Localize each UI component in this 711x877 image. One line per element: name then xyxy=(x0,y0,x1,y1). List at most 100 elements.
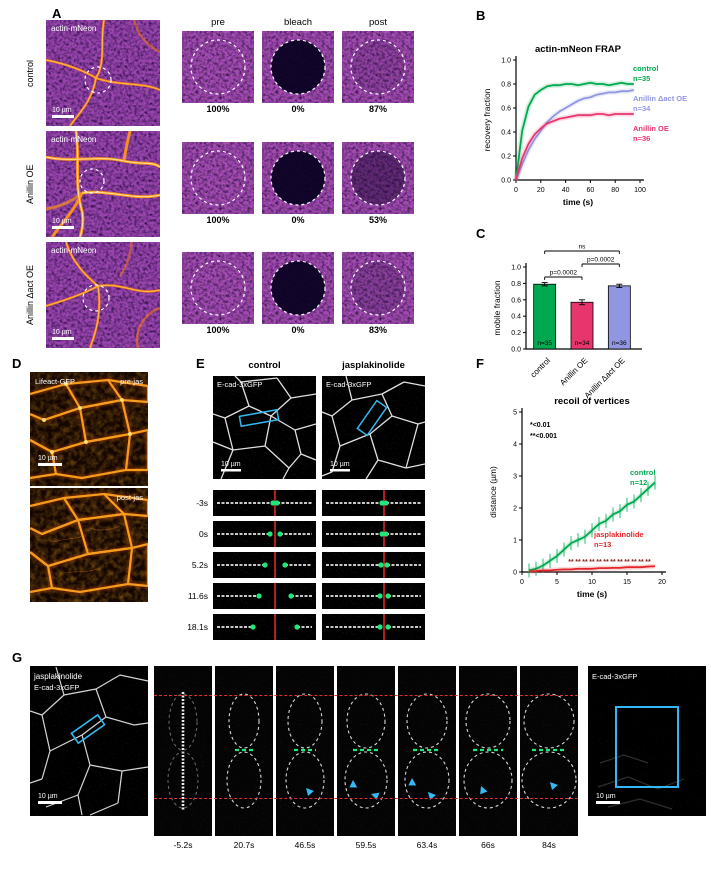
timelapse-frame-5 xyxy=(398,666,456,836)
bleach-roi-circle xyxy=(350,260,406,316)
chart-text: ** xyxy=(617,559,623,566)
frap-tile-pre-control xyxy=(182,31,254,103)
roi-box xyxy=(238,408,280,428)
chart-text: 1 xyxy=(513,538,517,545)
frame-time: 84s xyxy=(542,840,556,850)
timelapse-frame-image xyxy=(459,666,517,836)
chart-text: ** xyxy=(610,559,616,566)
frame-time: 66s xyxy=(481,840,495,850)
image-label: E-cad-3xGFP xyxy=(592,672,637,681)
vertex-marker xyxy=(383,500,389,506)
chart-text: 4 xyxy=(513,442,517,449)
legend-anillin-dact-oe: Anillin Δact OE n=34 xyxy=(633,94,687,114)
panel-b-letter: B xyxy=(476,8,486,23)
faint-cell-outlines xyxy=(597,754,685,810)
column-header-post: post xyxy=(369,17,387,28)
recovery-percentage: 0% xyxy=(291,325,305,335)
frap-recovery-plot: 0 20 40 60 80 100 0.0 0.2 0.4 0.6 0.8 1.0 time (s) re… xyxy=(482,44,646,207)
fluorescence-image: E-cad-3xGFP 10 µm xyxy=(322,376,425,479)
timelapse-frame-3 xyxy=(276,666,334,836)
legend-control: control n=35 xyxy=(633,64,658,84)
timelapse-frame-2 xyxy=(215,666,273,836)
timelapse-frame-7 xyxy=(520,666,578,836)
chart-text: 5 xyxy=(513,410,517,417)
legend-n: n=35 xyxy=(633,73,651,83)
scale-bar xyxy=(38,801,62,804)
chart-text: ** xyxy=(631,559,637,566)
scale-text: 10 µm xyxy=(330,461,350,468)
vertex-marker xyxy=(379,500,385,506)
scale-text: 10 µm xyxy=(596,793,616,800)
scale-text: 10 µm xyxy=(221,461,241,468)
cell-outline xyxy=(285,751,325,809)
chart-text: p=0.0002 xyxy=(550,270,578,277)
chart-text: 0.6 xyxy=(511,297,521,304)
chart-text: p=0.0002 xyxy=(587,257,615,264)
cytoplasmic-filaments xyxy=(53,525,121,575)
scale-bar xyxy=(38,463,62,466)
timelapse-frame-6 xyxy=(459,666,517,836)
bleach-roi-circle xyxy=(82,284,110,312)
frap-tile-pre-anillin-oe xyxy=(182,142,254,214)
timelapse-frame-image xyxy=(215,666,273,836)
chart-text: 0.4 xyxy=(501,130,511,137)
panel-c-letter: C xyxy=(476,226,486,241)
vertex-marker xyxy=(377,624,383,630)
frap-tile-image xyxy=(262,252,334,324)
bleach-roi-circle xyxy=(350,39,406,95)
frap-tile-image xyxy=(342,31,414,103)
fluorescence-image: post-jas xyxy=(30,488,148,602)
roi-box xyxy=(70,713,106,745)
bleach-roi-circle xyxy=(84,66,112,94)
image-label: E-cad-3xGFP xyxy=(326,380,371,389)
microscopy-image-anillin-oe: actin-mNeon 10 µm xyxy=(46,131,160,237)
partially-recovered-region xyxy=(351,261,405,315)
chart-text: n=34 xyxy=(575,340,590,347)
timelapse-frame-image xyxy=(398,666,456,836)
ecad-image-jasplakinolide: E-cad-3xGFP 10 µm xyxy=(322,376,425,479)
frap-tile-image xyxy=(182,31,254,103)
microscopy-image-control: actin-mNeon 10 µm xyxy=(46,20,160,126)
chart-text: 0.2 xyxy=(511,330,521,337)
legend-name: control xyxy=(633,64,659,73)
frame-time: -5.2s xyxy=(173,840,193,850)
chart-text: 0.0 xyxy=(501,178,511,185)
chart-text: 0.8 xyxy=(511,281,521,288)
partially-recovered-region xyxy=(351,40,405,94)
scale-text: 10 µm xyxy=(52,107,72,114)
legend-anillin-oe: Anillin OE n=36 xyxy=(633,124,669,144)
cell-outline xyxy=(226,751,262,809)
bleach-roi-circle xyxy=(79,168,105,194)
partially-recovered-region xyxy=(351,151,405,205)
image-label: actin-mNeon xyxy=(51,246,96,255)
chart-text: n=36 xyxy=(612,340,627,347)
frap-tile-image xyxy=(262,142,334,214)
legend-n: n=34 xyxy=(633,103,651,113)
kymograph-strip-image xyxy=(213,583,316,609)
chart-text: 0.6 xyxy=(501,106,511,113)
kymograph-jas-t1 xyxy=(322,521,425,547)
condition-label: post-jas xyxy=(117,493,144,502)
vertex-marker xyxy=(250,624,256,630)
chart-text: 20 xyxy=(658,579,666,586)
microscopy-image-anillin-dact-oe: actin-mNeon 10 µm xyxy=(46,242,160,348)
kymograph-strip-image xyxy=(213,490,316,516)
significance-note-1: *<0.01 xyxy=(530,422,551,429)
cell-outlines xyxy=(213,376,316,479)
reference-line-bottom xyxy=(154,798,578,799)
cell-outline xyxy=(168,693,198,751)
cell-edges-bright xyxy=(46,131,160,237)
chart-text: 0 xyxy=(513,570,517,577)
chart-text: 1.0 xyxy=(511,265,521,272)
chart-text: 0.0 xyxy=(511,347,521,354)
kymograph-jas-t2 xyxy=(322,552,425,578)
chart-text: 0.8 xyxy=(501,82,511,89)
chart-text: ** xyxy=(596,559,602,566)
recovery-percentage: 53% xyxy=(368,215,387,225)
image-label: E-cad-3xGFP xyxy=(34,683,79,692)
recovery-percentage: 100% xyxy=(206,215,230,225)
frame-time: 46.5s xyxy=(294,840,316,850)
timelapse-frame-1 xyxy=(154,666,213,836)
